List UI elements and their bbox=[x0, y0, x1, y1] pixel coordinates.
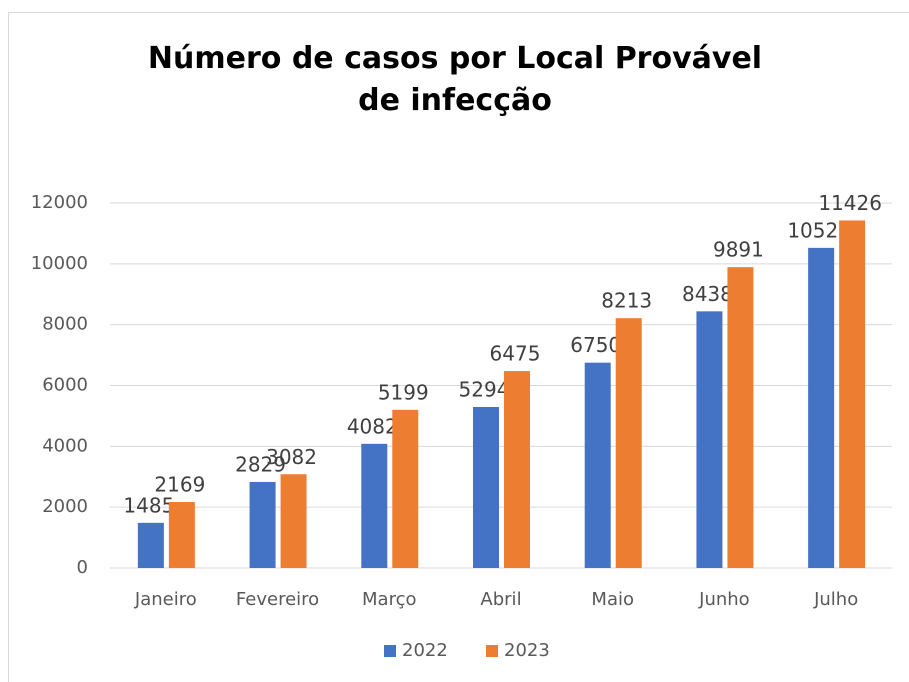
data-label: 2829 bbox=[235, 452, 286, 476]
data-label: 6475 bbox=[490, 342, 541, 366]
bar bbox=[584, 362, 611, 568]
data-label: 6750 bbox=[570, 333, 621, 357]
bar bbox=[473, 406, 499, 568]
bar bbox=[696, 311, 723, 568]
x-tick-label: Março bbox=[362, 589, 416, 610]
data-label: 8438 bbox=[682, 282, 733, 306]
bar bbox=[137, 522, 164, 568]
bar bbox=[727, 267, 754, 568]
y-tick-label: 6000 bbox=[42, 375, 88, 396]
y-tick-label: 0 bbox=[77, 557, 88, 578]
y-tick-label: 10000 bbox=[31, 253, 88, 274]
x-tick-label: Fevereiro bbox=[236, 589, 319, 610]
legend-label: 2022 bbox=[402, 640, 448, 661]
legend-swatch bbox=[384, 645, 396, 657]
x-tick-label: Janeiro bbox=[134, 589, 197, 610]
data-label: 8213 bbox=[601, 289, 652, 313]
x-tick-label: Abril bbox=[480, 589, 521, 610]
data-label: 4082 bbox=[347, 414, 398, 438]
bar bbox=[361, 443, 388, 568]
bar bbox=[808, 247, 835, 569]
data-label: 5199 bbox=[378, 380, 429, 404]
y-tick-label: 8000 bbox=[42, 314, 88, 335]
chart-border bbox=[8, 12, 909, 682]
x-tick-label: Maio bbox=[591, 589, 634, 610]
legend-swatch bbox=[486, 645, 498, 657]
data-label: 2169 bbox=[154, 473, 205, 497]
data-label: 1485 bbox=[123, 493, 174, 517]
data-label: 5294 bbox=[459, 377, 510, 401]
data-label: 11426 bbox=[818, 191, 882, 215]
bar bbox=[249, 481, 276, 568]
y-tick-label: 2000 bbox=[42, 496, 88, 517]
bar bbox=[168, 502, 195, 568]
y-tick-label: 4000 bbox=[42, 435, 88, 456]
x-tick-label: Junho bbox=[698, 589, 750, 610]
bar bbox=[504, 371, 530, 568]
x-tick-label: Julho bbox=[813, 589, 858, 610]
data-label: 9891 bbox=[713, 238, 764, 262]
y-tick-label: 12000 bbox=[31, 192, 88, 213]
bar bbox=[615, 318, 642, 568]
bar bbox=[839, 220, 866, 568]
chart-title: Número de casos por Local Provável de in… bbox=[147, 41, 763, 118]
legend-label: 2023 bbox=[504, 640, 550, 661]
bar bbox=[280, 474, 307, 568]
data-label: 3082 bbox=[266, 445, 317, 469]
bar bbox=[392, 409, 419, 568]
